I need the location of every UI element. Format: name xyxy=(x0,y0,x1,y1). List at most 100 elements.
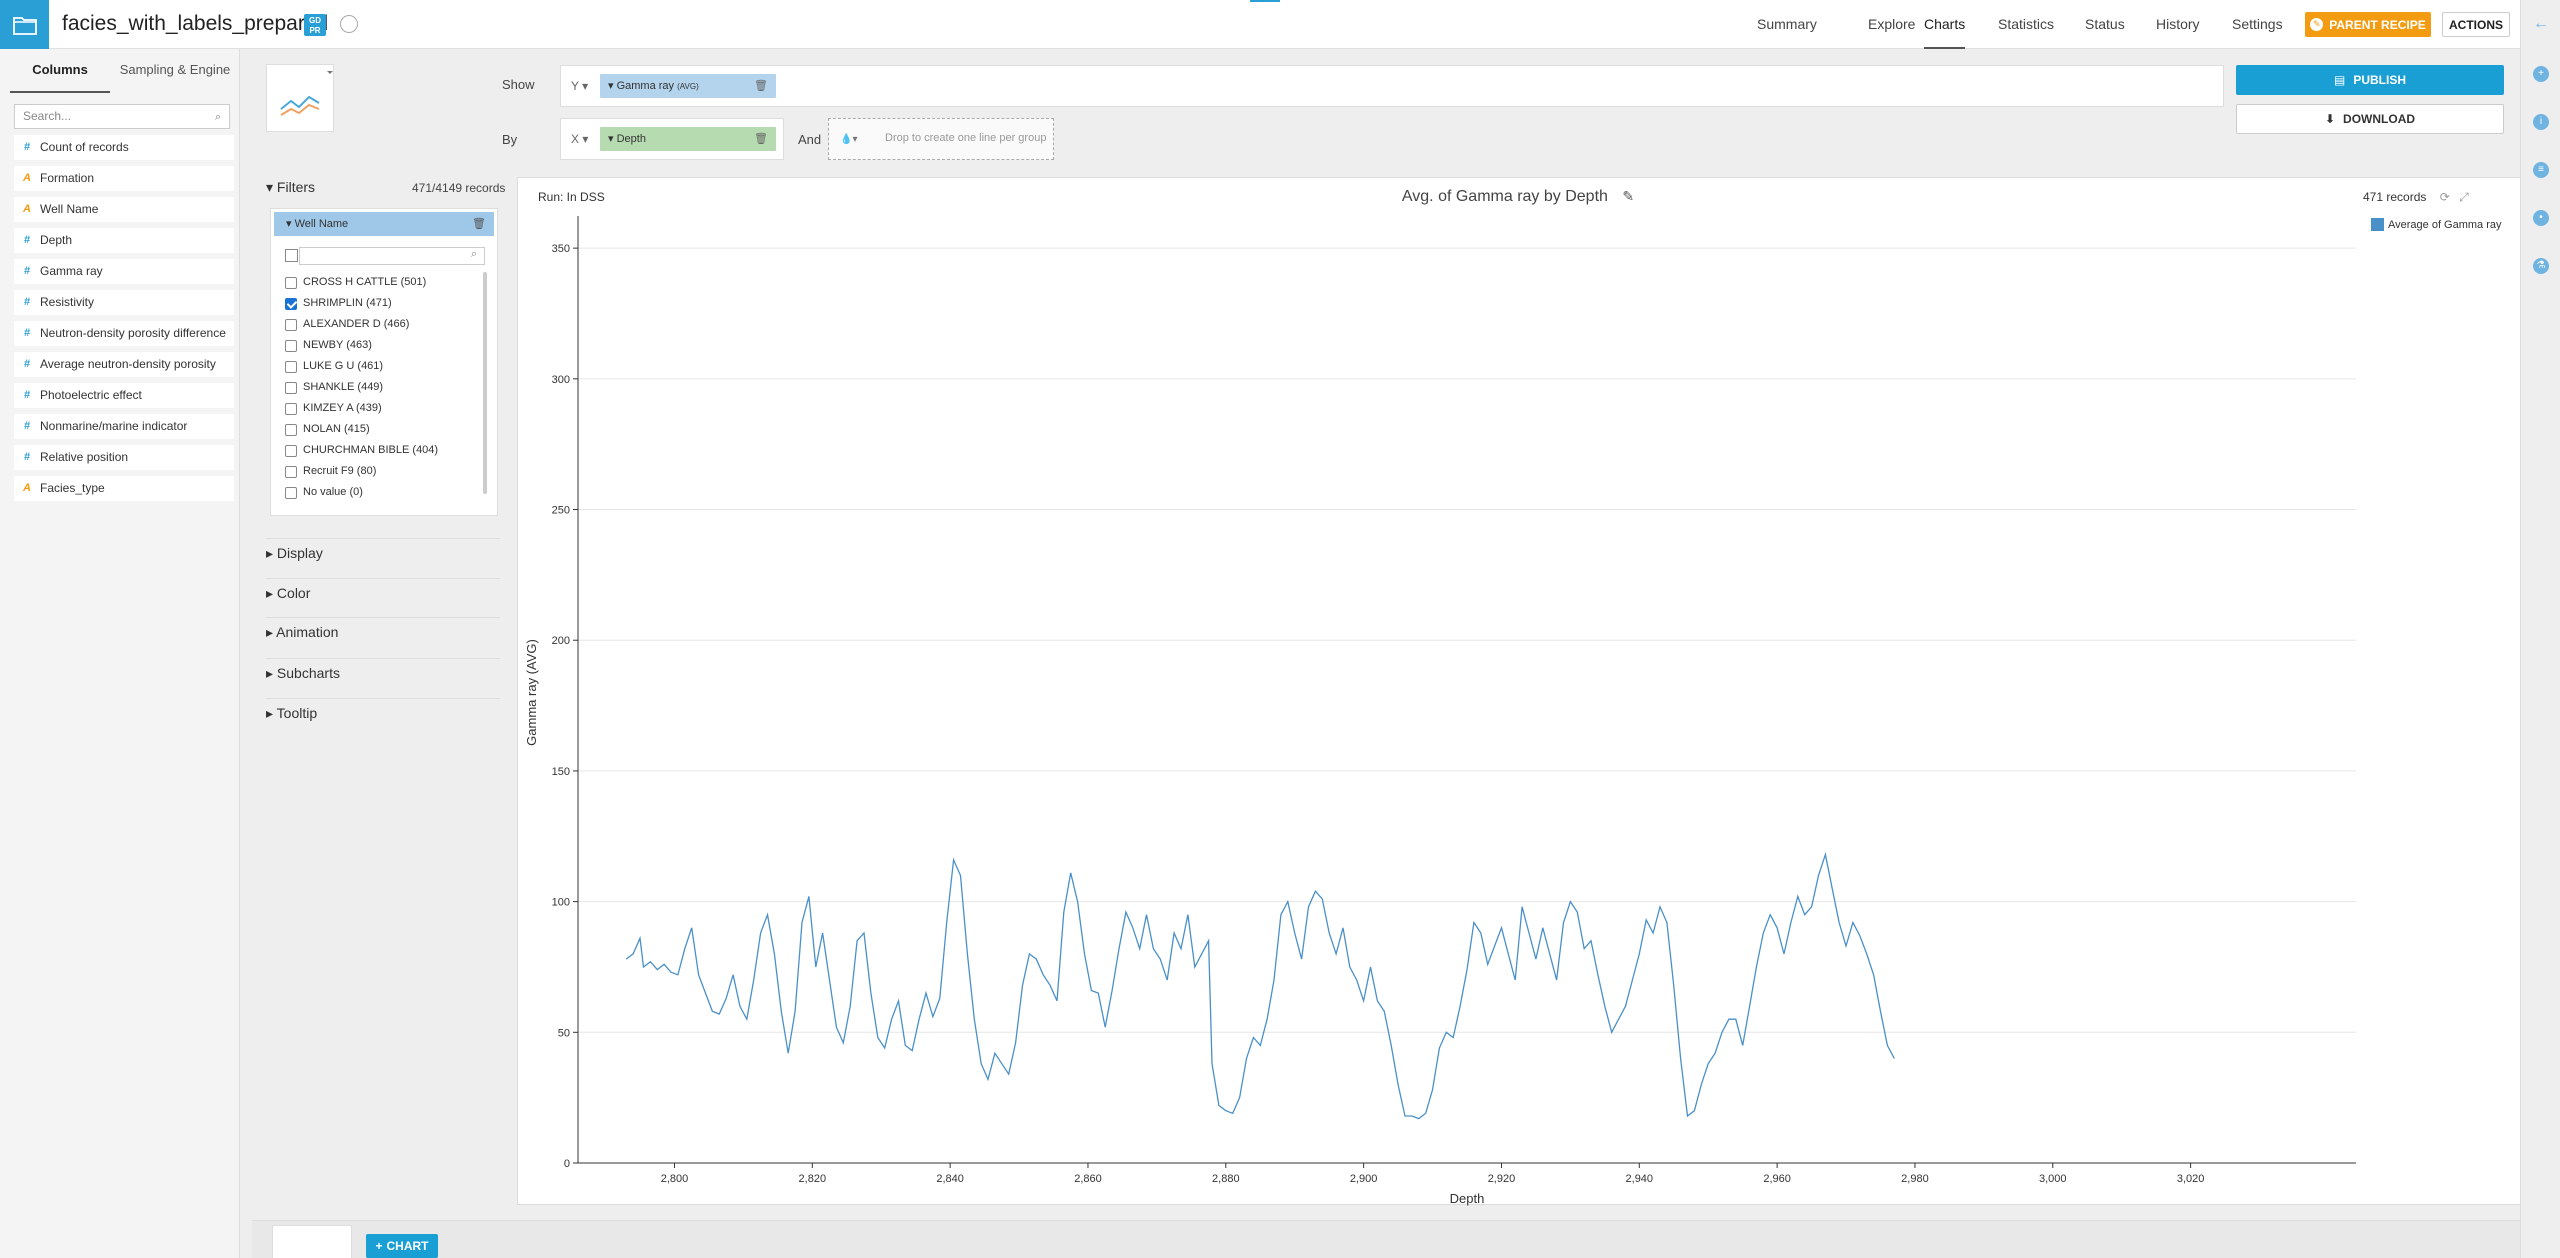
filter-option[interactable]: ALEXANDER D (466) xyxy=(285,314,485,335)
and-label: And xyxy=(798,132,822,147)
publish-button[interactable]: ▤ PUBLISH xyxy=(2236,65,2504,95)
column-item[interactable]: # Nonmarine/marine indicator xyxy=(14,414,234,439)
filter-checkbox[interactable] xyxy=(285,486,297,499)
trash-icon[interactable]: 🗑 xyxy=(754,133,768,145)
x-dimension-pill[interactable]: ▾ Depth 🗑 xyxy=(600,127,776,151)
y-axis-label: Y xyxy=(571,79,579,93)
group-drop-zone[interactable]: Drop to create one line per group xyxy=(828,118,1054,160)
column-name: Facies_type xyxy=(40,481,105,495)
chart-legend[interactable]: Average of Gamma ray xyxy=(2371,218,2502,231)
tab-settings[interactable]: Settings xyxy=(2232,16,2283,32)
column-search-input[interactable]: Search... xyxy=(14,104,230,129)
dataset-title[interactable]: facies_with_labels_prepared xyxy=(62,12,329,35)
trash-icon[interactable]: 🗑 xyxy=(472,218,486,230)
filter-option[interactable]: CHURCHMAN BIBLE (404) xyxy=(285,440,485,461)
tab-columns[interactable]: Columns xyxy=(10,49,110,93)
filter-checkbox[interactable] xyxy=(285,444,297,457)
dataset-icon[interactable] xyxy=(0,0,49,49)
trash-icon[interactable]: 🗑 xyxy=(754,80,768,92)
y-measure-pill[interactable]: ▾ Gamma ray (AVG) 🗑 xyxy=(600,74,776,98)
filters-record-count: 471/4149 records xyxy=(412,181,506,195)
column-item[interactable]: # Photoelectric effect xyxy=(14,383,234,408)
list-icon[interactable]: ≡ xyxy=(2533,162,2549,178)
download-button[interactable]: ⬇ DOWNLOAD xyxy=(2236,104,2504,134)
tab-summary[interactable]: Summary xyxy=(1757,16,1817,32)
section-display[interactable]: ▸ Display xyxy=(266,538,500,562)
column-item[interactable]: A Facies_type xyxy=(14,476,234,501)
add-icon[interactable]: + xyxy=(2533,66,2549,82)
filter-checkbox[interactable] xyxy=(285,465,297,478)
share-icon[interactable] xyxy=(340,15,358,33)
filter-option[interactable]: NOLAN (415) xyxy=(285,419,485,440)
filter-option[interactable]: KIMZEY A (439) xyxy=(285,398,485,419)
recipe-icon: ✎ xyxy=(2310,18,2324,31)
gdpr-badge[interactable]: GD PR xyxy=(304,14,326,36)
chat-icon[interactable]: • xyxy=(2533,210,2549,226)
filter-option[interactable]: SHRIMPLIN (471) xyxy=(285,293,485,314)
column-item[interactable]: A Formation xyxy=(14,166,234,191)
right-rail: ← + i ≡ • ⚗ xyxy=(2520,0,2560,1258)
chart-type-selector[interactable] xyxy=(266,64,334,132)
info-icon[interactable]: i xyxy=(2533,114,2549,130)
edit-title-icon[interactable]: ✎ xyxy=(1622,188,1635,204)
column-item[interactable]: # Gamma ray xyxy=(14,259,234,284)
filter-name: Well Name xyxy=(294,218,349,230)
color-drop-icon[interactable]: 💧▾ xyxy=(840,134,858,145)
filter-option-label: ALEXANDER D (466) xyxy=(303,318,410,330)
filter-checkbox[interactable] xyxy=(285,360,297,373)
filter-scrollbar[interactable] xyxy=(483,272,487,494)
chart-thumbnail[interactable] xyxy=(272,1225,352,1258)
tab-status[interactable]: Status xyxy=(2085,16,2125,32)
x-axis-selector[interactable]: X ▾ xyxy=(571,132,589,146)
filter-search-input[interactable] xyxy=(299,247,485,265)
expand-icon[interactable]: ⤢ xyxy=(2459,190,2469,204)
filter-checkbox[interactable] xyxy=(285,276,297,289)
filter-checkbox[interactable] xyxy=(285,297,297,310)
section-color[interactable]: ▸ Color xyxy=(266,578,500,602)
numeric-type-icon: # xyxy=(23,420,31,432)
filter-option[interactable]: SHANKLE (449) xyxy=(285,377,485,398)
series-line xyxy=(625,852,1895,1120)
filter-checkbox[interactable] xyxy=(285,381,297,394)
filter-option[interactable]: LUKE G U (461) xyxy=(285,356,485,377)
filter-header[interactable]: ▾ Well Name 🗑 xyxy=(274,212,494,236)
search-icon: ⌕ xyxy=(471,248,478,260)
filter-option[interactable]: CROSS H CATTLE (501) xyxy=(285,272,485,293)
lab-icon[interactable]: ⚗ xyxy=(2533,258,2549,274)
parent-recipe-button[interactable]: ✎ PARENT RECIPE xyxy=(2305,12,2431,37)
tab-explore[interactable]: Explore xyxy=(1868,16,1916,32)
column-item[interactable]: # Resistivity xyxy=(14,290,234,315)
collapse-arrow-icon[interactable]: ← xyxy=(2533,15,2549,32)
section-tooltip[interactable]: ▸ Tooltip xyxy=(266,698,500,722)
column-item[interactable]: A Well Name xyxy=(14,197,234,222)
refresh-icon[interactable]: ⟳ xyxy=(2439,190,2450,204)
tab-charts[interactable]: Charts xyxy=(1924,0,1966,49)
column-name: Average neutron-density porosity xyxy=(40,357,216,371)
filter-checkbox[interactable] xyxy=(285,318,297,331)
filters-toggle[interactable]: ▾ Filters xyxy=(266,179,316,195)
filter-checkbox[interactable] xyxy=(285,423,297,436)
filter-checkbox[interactable] xyxy=(285,402,297,415)
column-item[interactable]: # Relative position xyxy=(14,445,234,470)
column-name: Depth xyxy=(40,233,73,247)
section-animation[interactable]: ▸ Animation xyxy=(266,617,500,641)
y-measure-drop-zone[interactable] xyxy=(560,65,2224,107)
filter-option[interactable]: Recruit F9 (80) xyxy=(285,461,485,482)
column-item[interactable]: # Neutron-density porosity difference xyxy=(14,321,234,346)
line-chart-icon xyxy=(280,71,333,116)
section-subcharts[interactable]: ▸ Subcharts xyxy=(266,658,500,682)
filter-checkbox[interactable] xyxy=(285,339,297,352)
column-item[interactable]: # Depth xyxy=(14,228,234,253)
tab-sampling-engine[interactable]: Sampling & Engine xyxy=(119,62,231,77)
filter-option[interactable]: No value (0) xyxy=(285,482,485,503)
column-item[interactable]: # Count of records xyxy=(14,135,234,160)
select-all-checkbox[interactable] xyxy=(285,249,298,262)
y-axis-selector[interactable]: Y ▾ xyxy=(571,79,589,93)
actions-button[interactable]: ACTIONS xyxy=(2442,12,2510,37)
add-chart-button[interactable]: + CHART xyxy=(366,1234,438,1258)
tab-statistics[interactable]: Statistics xyxy=(1998,16,2055,32)
tab-history[interactable]: History xyxy=(2156,16,2200,32)
column-item[interactable]: # Average neutron-density porosity xyxy=(14,352,234,377)
filter-option[interactable]: NEWBY (463) xyxy=(285,335,485,356)
filters-title: Filters xyxy=(276,179,316,195)
